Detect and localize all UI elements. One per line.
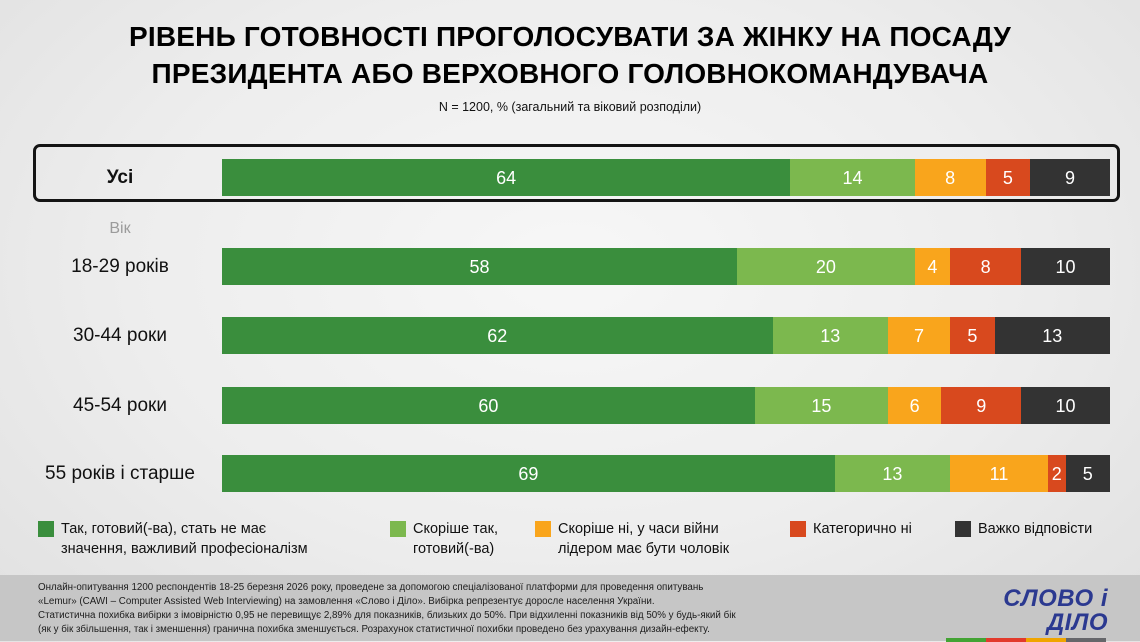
page-title: РІВЕНЬ ГОТОВНОСТІ ПРОГОЛОСУВАТИ ЗА ЖІНКУ… <box>129 21 1011 89</box>
bar-value: 62 <box>487 325 508 346</box>
bar-segment: 13 <box>772 317 888 354</box>
chart-row: 30-44 роки 62 13 7 5 13 <box>30 317 1110 354</box>
bar-segment: 2 <box>1047 455 1066 492</box>
bar-value: 10 <box>1055 256 1076 277</box>
bar-segment: 20 <box>737 248 915 285</box>
bar-segment: 9 <box>1030 159 1110 196</box>
bar-segment: 10 <box>1021 248 1110 285</box>
legend-item: Скоріше так, готовий(-ва) <box>390 519 498 559</box>
bar-segment: 69 <box>222 455 835 492</box>
bar-segment: 62 <box>222 317 773 354</box>
logo-underline-segment <box>986 638 1026 642</box>
logo-text: СЛОВО і ДІЛО <box>1003 585 1108 636</box>
bar-value: 8 <box>945 167 956 188</box>
logo-underline-segment <box>946 638 986 642</box>
bar-value: 64 <box>496 167 517 188</box>
bar-segment: 7 <box>887 317 951 354</box>
chart-subtitle: N = 1200, % (загальний та віковий розпод… <box>438 100 702 114</box>
bar-segment: 5 <box>950 317 995 354</box>
chart-row: 55 років і старше 69 13 11 2 5 <box>30 455 1110 492</box>
row-label: Усі <box>106 166 134 188</box>
slovo-i-dilo-logo: СЛОВО і ДІЛО <box>946 587 1108 642</box>
bar-value: 11 <box>989 463 1009 484</box>
methodology-note: Онлайн-опитування 1200 респондентів 18-2… <box>38 582 736 635</box>
chart-row: 18-29 років 58 20 4 8 10 <box>30 248 1110 285</box>
bar-segment: 13 <box>834 455 951 492</box>
bar-track: 60 15 6 9 10 <box>222 387 1110 424</box>
bar-segment: 4 <box>914 248 951 285</box>
row-label: 45-54 роки <box>73 394 167 416</box>
bar-segment: 5 <box>1065 455 1110 492</box>
bar-value: 9 <box>976 395 987 416</box>
chart-row: 45-54 роки 60 15 6 9 10 <box>30 387 1110 424</box>
row-label: 30-44 роки <box>73 324 167 346</box>
bar-segment: 8 <box>950 248 1022 285</box>
bar-value: 5 <box>1082 463 1093 484</box>
chart-legend: Так, готовий(-ва), стать не має значення… <box>0 519 1140 571</box>
total-row-highlight-box <box>33 144 1120 202</box>
legend-swatch <box>535 521 551 537</box>
legend-item: Скоріше ні, у часи війни лідером має бут… <box>535 519 729 559</box>
bar-segment: 64 <box>222 159 791 196</box>
bar-segment: 13 <box>994 317 1110 354</box>
bar-value: 2 <box>1051 463 1062 484</box>
bar-segment: 58 <box>222 248 738 285</box>
bar-segment: 6 <box>887 387 942 424</box>
bar-value: 5 <box>1002 167 1013 188</box>
bar-value: 60 <box>478 395 499 416</box>
bar-segment: 10 <box>1021 387 1110 424</box>
bar-value: 58 <box>469 256 490 277</box>
bar-track: 64 14 8 5 9 <box>222 159 1110 196</box>
chart-row: Усі 64 14 8 5 9 <box>30 159 1110 196</box>
bar-segment: 9 <box>941 387 1022 424</box>
bar-segment: 14 <box>790 159 915 196</box>
legend-label: Скоріше так, готовий(-ва) <box>413 521 498 557</box>
age-group-label: Вік <box>109 220 131 237</box>
legend-label: Категорично ні <box>813 521 912 537</box>
bar-value: 14 <box>842 167 863 188</box>
bar-value: 9 <box>1064 167 1075 188</box>
row-label: 18-29 років <box>71 255 169 277</box>
logo-underline <box>946 638 1106 642</box>
bar-value: 8 <box>980 256 991 277</box>
bar-value: 5 <box>967 325 978 346</box>
logo-underline-segment <box>1026 638 1066 642</box>
legend-label: Так, готовий(-ва), стать не має значення… <box>61 521 308 557</box>
legend-item: Так, готовий(-ва), стать не має значення… <box>38 519 308 559</box>
bar-value: 10 <box>1055 395 1076 416</box>
bar-value: 13 <box>1042 325 1063 346</box>
bar-segment: 11 <box>950 455 1048 492</box>
legend-swatch <box>390 521 406 537</box>
bar-value: 4 <box>927 256 938 277</box>
bar-value: 7 <box>914 325 925 346</box>
legend-item: Важко відповісти <box>955 519 1092 539</box>
footer: Онлайн-опитування 1200 респондентів 18-2… <box>0 575 1140 642</box>
bar-segment: 60 <box>222 387 755 424</box>
bar-value: 69 <box>518 463 539 484</box>
bar-value: 20 <box>815 256 836 277</box>
legend-swatch <box>955 521 971 537</box>
logo-underline-segment <box>1066 638 1106 642</box>
legend-label: Важко відповісти <box>978 521 1093 537</box>
bar-segment: 5 <box>985 159 1031 196</box>
bar-value: 13 <box>820 325 841 346</box>
bar-track: 69 13 11 2 5 <box>222 455 1110 492</box>
bar-track: 58 20 4 8 10 <box>222 248 1110 285</box>
bar-value: 6 <box>909 395 920 416</box>
legend-swatch <box>38 521 54 537</box>
bar-segment: 15 <box>754 387 888 424</box>
bar-value: 13 <box>882 463 903 484</box>
bar-track: 62 13 7 5 13 <box>222 317 1110 354</box>
legend-label: Скоріше ні, у часи війни лідером має бут… <box>558 521 730 557</box>
bar-value: 15 <box>811 395 832 416</box>
row-label: 55 років і старше <box>45 462 195 484</box>
legend-swatch <box>790 521 806 537</box>
legend-item: Категорично ні <box>790 519 912 539</box>
bar-segment: 8 <box>914 159 986 196</box>
